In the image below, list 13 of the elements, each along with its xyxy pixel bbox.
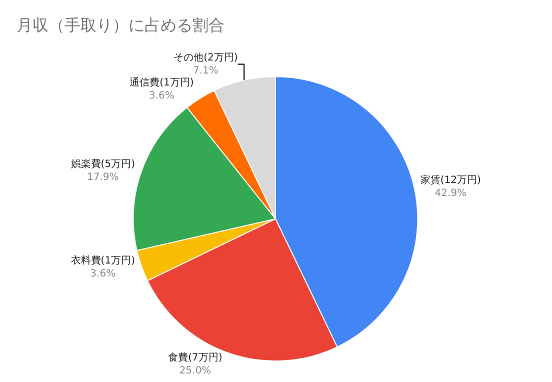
slice-label: 食費(7万円) bbox=[168, 352, 222, 364]
data-label: 25.0% bbox=[179, 366, 212, 377]
slice-label: 通信費(1万円) bbox=[130, 76, 194, 89]
data-label: 3.6% bbox=[149, 90, 174, 102]
data-label: 17.9% bbox=[87, 172, 119, 183]
slice-label: 家賃(12万円) bbox=[420, 174, 482, 186]
slice-label: その他(2万円) bbox=[174, 52, 238, 64]
data-label: 3.6% bbox=[90, 268, 116, 280]
slice-label: 娯楽費(5万円) bbox=[70, 158, 136, 170]
data-label: 42.9% bbox=[434, 188, 467, 200]
chart-title: 月収（手取り）に占める割合 bbox=[16, 15, 225, 34]
data-label: 7.1% bbox=[192, 66, 218, 77]
slice-label: 衣料費(1万円) bbox=[70, 254, 136, 267]
